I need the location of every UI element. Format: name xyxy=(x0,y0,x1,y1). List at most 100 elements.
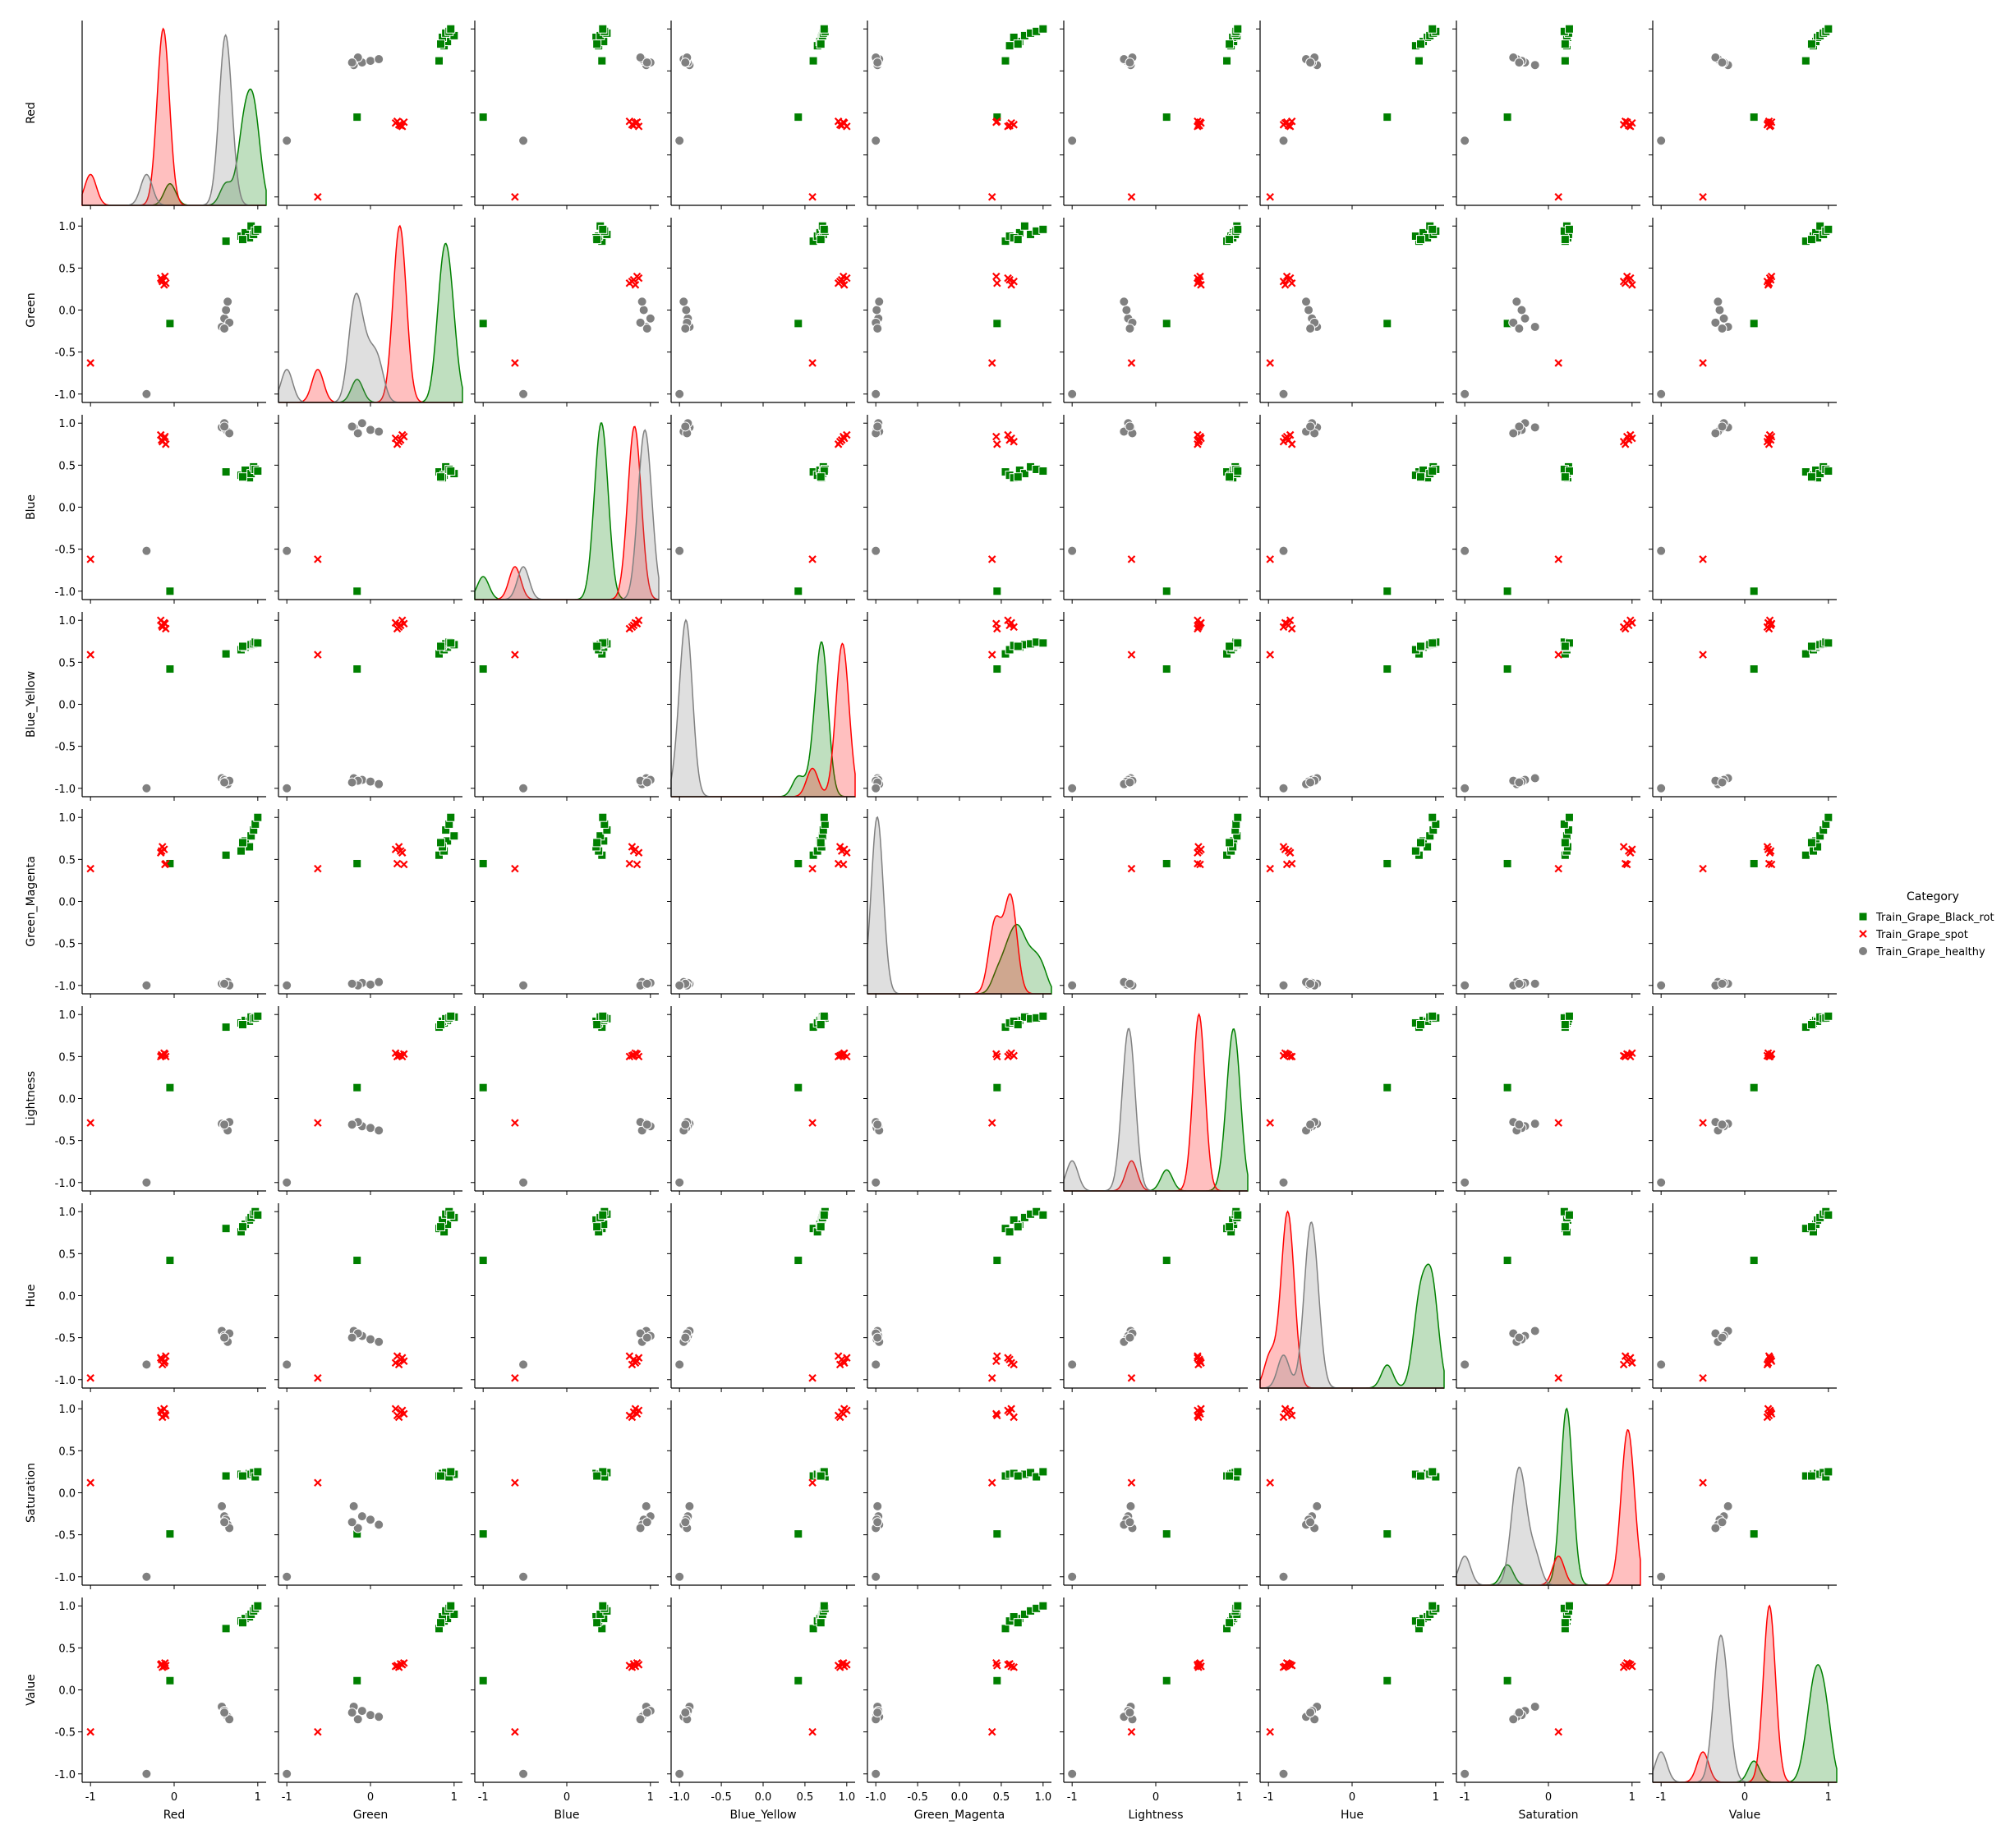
point-train-grape-healthy xyxy=(1125,57,1135,68)
point-train-grape-black-rot xyxy=(436,641,446,651)
point-train-grape-spot xyxy=(511,1373,519,1382)
point-train-grape-healthy xyxy=(282,136,292,146)
point-train-grape-healthy xyxy=(679,297,689,307)
point-train-grape-healthy xyxy=(1278,783,1289,793)
point-train-grape-black-rot xyxy=(1749,586,1759,596)
point-train-grape-black-rot xyxy=(1824,224,1833,234)
legend-title: Category xyxy=(1907,890,1959,903)
point-train-grape-spot xyxy=(633,1658,642,1667)
point-train-grape-healthy xyxy=(347,1332,357,1343)
x-axis-label-lightness: Lightness xyxy=(1128,1809,1183,1822)
point-train-grape-spot xyxy=(1763,1051,1772,1060)
point-train-grape-spot xyxy=(625,859,634,868)
point-train-grape-spot xyxy=(161,619,169,628)
point-train-grape-spot xyxy=(86,864,94,873)
point-train-grape-healthy xyxy=(357,418,367,429)
point-train-grape-spot xyxy=(808,864,817,873)
panel-blue-vs-red: -1.0 -0.5 0.0 0.5 1.0 xyxy=(55,415,266,604)
panel-hue-vs-blue-yellow xyxy=(667,1203,855,1392)
point-train-grape-black-rot xyxy=(1225,1618,1235,1628)
point-train-grape-black-rot xyxy=(1749,1083,1759,1092)
point-train-grape-black-rot xyxy=(1749,113,1759,122)
point-train-grape-healthy xyxy=(366,1710,375,1721)
point-train-grape-black-rot xyxy=(352,586,362,596)
y-tick-label: 0.0 xyxy=(58,1488,76,1501)
point-train-grape-black-rot xyxy=(1415,472,1425,482)
point-train-grape-black-rot xyxy=(478,1676,488,1685)
point-train-grape-black-rot xyxy=(1233,1601,1243,1611)
point-train-grape-healthy xyxy=(1067,388,1078,399)
point-train-grape-healthy xyxy=(141,783,152,793)
panel-lightness-vs-red: -1.0 -0.5 0.0 0.5 1.0 xyxy=(55,1006,266,1195)
point-train-grape-black-rot xyxy=(1005,41,1014,51)
point-train-grape-healthy xyxy=(141,1768,152,1779)
point-train-grape-black-rot xyxy=(1560,39,1570,49)
y-tick-label: -1.0 xyxy=(55,981,76,993)
point-train-grape-healthy xyxy=(1278,388,1289,399)
panel-lightness-vs-green xyxy=(274,1006,462,1195)
point-train-grape-spot xyxy=(1622,117,1631,126)
point-train-grape-black-rot xyxy=(992,1529,1002,1539)
panel-green-vs-value xyxy=(1649,218,1837,407)
point-train-grape-black-rot xyxy=(819,812,829,822)
kde-train-grape-black-rot xyxy=(1064,1028,1249,1192)
point-train-grape-black-rot xyxy=(253,1467,263,1477)
point-train-grape-black-rot xyxy=(1415,641,1425,651)
panel-lightness-vs-blue-yellow xyxy=(667,1006,855,1195)
point-train-grape-black-rot xyxy=(1225,472,1235,482)
point-train-grape-black-rot xyxy=(1013,1222,1023,1232)
point-train-grape-black-rot xyxy=(794,858,803,868)
point-train-grape-spot xyxy=(1266,1478,1274,1487)
panel-green-magenta-vs-red: -1.0 -0.5 0.0 0.5 1.0 xyxy=(55,809,266,998)
point-train-grape-black-rot xyxy=(592,235,602,245)
point-train-grape-healthy xyxy=(1508,428,1519,439)
point-train-grape-black-rot xyxy=(1806,1020,1816,1029)
point-train-grape-healthy xyxy=(1125,324,1135,333)
panel-hue-vs-green-magenta xyxy=(863,1203,1051,1392)
point-train-grape-spot xyxy=(1266,650,1274,659)
point-train-grape-healthy xyxy=(1656,783,1667,793)
point-train-grape-healthy xyxy=(1656,1359,1667,1370)
point-train-grape-healthy xyxy=(1460,136,1470,146)
point-train-grape-black-rot xyxy=(1013,1618,1023,1628)
point-train-grape-healthy xyxy=(635,317,646,328)
point-train-grape-healthy xyxy=(1508,1714,1519,1725)
point-train-grape-black-rot xyxy=(237,472,247,482)
point-train-grape-healthy xyxy=(674,1768,685,1779)
y-tick-label: -0.5 xyxy=(55,1136,76,1148)
point-train-grape-spot xyxy=(161,1658,169,1667)
point-train-grape-spot xyxy=(314,192,322,201)
point-train-grape-healthy xyxy=(1710,1523,1721,1533)
point-train-grape-healthy xyxy=(871,1571,881,1582)
point-train-grape-black-rot xyxy=(598,224,608,234)
point-train-grape-healthy xyxy=(219,1332,230,1343)
point-train-grape-healthy xyxy=(1514,324,1525,333)
point-train-grape-black-rot xyxy=(165,1256,175,1266)
point-train-grape-healthy xyxy=(366,1334,375,1345)
point-train-grape-spot xyxy=(158,843,167,851)
point-train-grape-spot xyxy=(1622,272,1631,281)
point-train-grape-black-rot xyxy=(1564,1210,1574,1220)
panel-green-vs-green xyxy=(274,218,463,407)
point-train-grape-healthy xyxy=(518,783,529,793)
point-train-grape-spot xyxy=(987,192,996,201)
point-train-grape-black-rot xyxy=(1824,1467,1833,1477)
y-tick-label: -0.5 xyxy=(55,1333,76,1345)
point-train-grape-spot xyxy=(992,1357,1001,1366)
y-tick-label: 1.0 xyxy=(58,615,76,627)
point-train-grape-healthy xyxy=(871,1359,881,1370)
point-train-grape-black-rot xyxy=(794,1676,803,1685)
point-train-grape-spot xyxy=(1010,277,1018,286)
x-tick-label: -1 xyxy=(478,1791,489,1804)
panel-blue-vs-saturation xyxy=(1452,415,1640,604)
point-train-grape-black-rot xyxy=(237,838,247,848)
point-train-grape-black-rot xyxy=(819,1011,829,1021)
point-train-grape-spot xyxy=(1622,1050,1631,1059)
point-train-grape-healthy xyxy=(366,776,375,787)
point-train-grape-healthy xyxy=(282,1177,292,1188)
point-train-grape-spot xyxy=(1282,619,1291,628)
point-train-grape-healthy xyxy=(1125,1501,1136,1511)
point-train-grape-black-rot xyxy=(1038,1011,1048,1021)
point-train-grape-black-rot xyxy=(794,1256,803,1266)
point-train-grape-black-rot xyxy=(1233,638,1243,648)
